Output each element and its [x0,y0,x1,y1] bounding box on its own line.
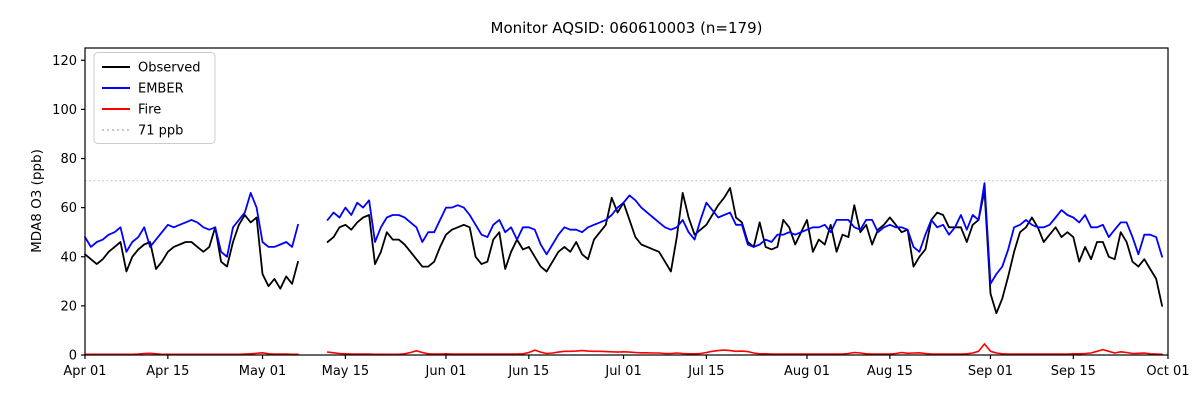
x-tick-label: May 15 [322,364,370,379]
ember-line [84,182,1163,285]
legend-item-label: Fire [138,103,161,118]
x-axis: Apr 01 Apr 15 May 01 May 15 Jun 01 Jun 15 Jul … [63,355,1190,379]
y-tick-label: 120 [52,54,77,69]
x-tick-label: Oct 01 [1146,364,1189,379]
x-tick-label: Apr 01 [63,364,106,379]
x-tick-label: Apr 15 [146,364,189,379]
y-tick-label: 20 [60,299,77,314]
y-axis: 0 20 40 60 80 100 120 [52,54,85,364]
legend: Observed EMBER Fire 71 ppb [93,52,216,144]
x-tick-label: Sep 15 [1051,364,1096,379]
y-tick-label: 40 [60,250,77,265]
legend-item-label: 71 ppb [138,124,183,139]
x-tick-label: Aug 15 [867,364,913,379]
y-tick-label: 0 [69,349,77,364]
plot-border [84,47,1169,356]
x-tick-label: Sep 01 [968,364,1013,379]
x-tick-label: Jul 15 [687,364,724,379]
y-tick-label: 60 [60,201,77,216]
x-tick-label: Jun 15 [507,364,549,379]
x-tick-label: Jul 01 [604,364,641,379]
fire-line [84,343,1163,356]
y-tick-label: 100 [52,103,77,118]
legend-item-label: Observed [138,61,201,76]
legend-item-label: EMBER [138,82,184,97]
x-tick-label: May 01 [239,364,287,379]
chart-title: Monitor AQSID: 060610003 (n=179) [490,19,763,37]
y-tick-label: 80 [60,152,77,167]
x-tick-label: Jun 01 [425,364,467,379]
x-tick-label: Aug 01 [784,364,830,379]
